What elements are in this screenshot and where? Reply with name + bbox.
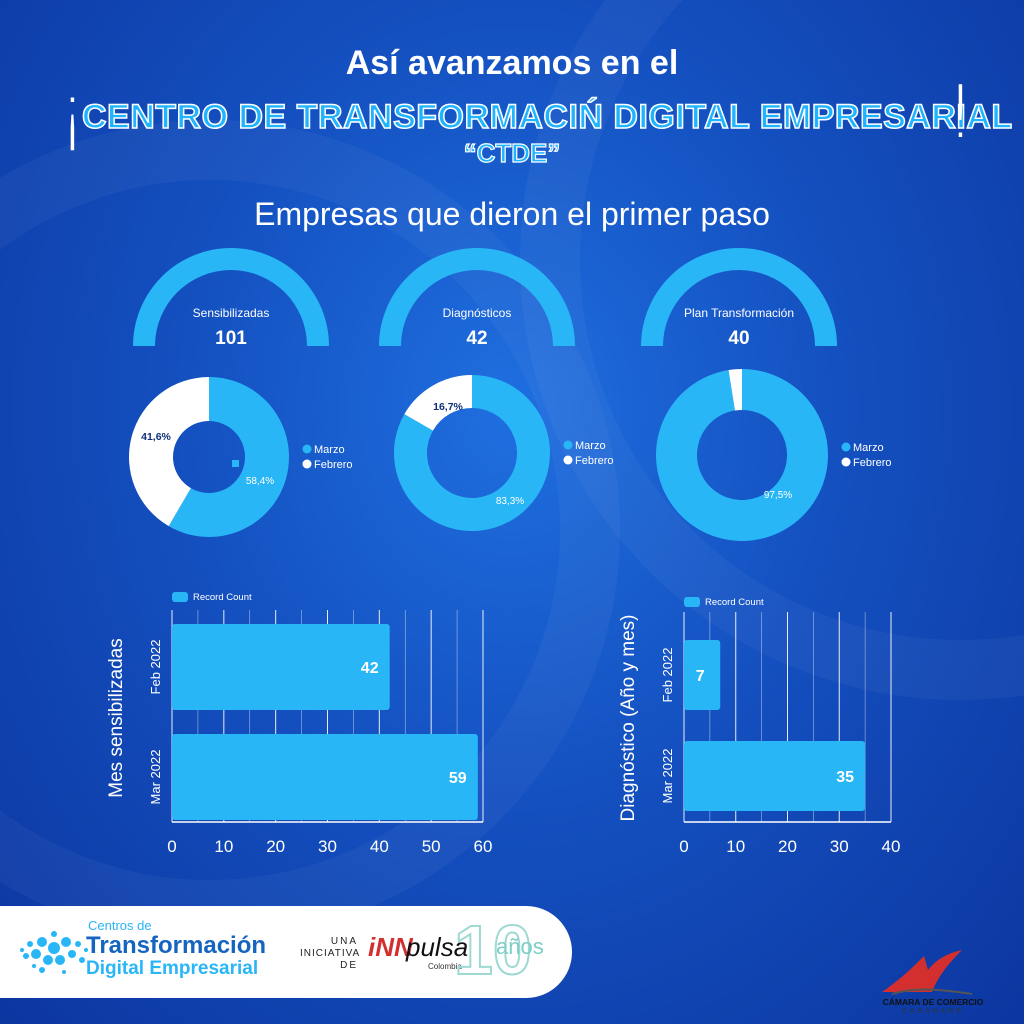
y-category-label: Feb 2022	[660, 648, 675, 703]
legend-label: Record Count	[705, 597, 764, 608]
legend-label: Febrero	[853, 457, 892, 469]
x-tick-label: 10	[214, 837, 233, 856]
legend-label: Febrero	[575, 455, 614, 467]
camara-logo-bird-icon	[882, 950, 973, 995]
bar	[684, 640, 721, 710]
bar	[172, 624, 390, 710]
y-axis-title: Diagnóstico (Año y mes)	[618, 615, 639, 822]
x-tick-label: 60	[474, 837, 493, 856]
iniciativa-label: INICIATIVA	[300, 948, 361, 959]
x-tick-label: 40	[370, 837, 389, 856]
x-tick-label: 30	[318, 837, 337, 856]
gauge-value: 40	[728, 328, 749, 349]
x-tick-label: 50	[422, 837, 441, 856]
gauge-arc	[133, 248, 329, 346]
innpulsa-logo-pulsa: pulsa	[406, 932, 469, 962]
legend-label: Febrero	[314, 459, 353, 471]
x-tick-label: 40	[882, 837, 901, 856]
close-exclamation: !	[946, 70, 975, 154]
legend-label: Marzo	[853, 442, 884, 454]
x-tick-label: 20	[266, 837, 285, 856]
pie-slice	[404, 375, 472, 431]
pie-slice	[168, 377, 289, 537]
pie-slice	[394, 375, 550, 532]
bar-value-label: 7	[696, 668, 705, 685]
gauge-label: Diagnósticos	[443, 306, 512, 320]
anniversary-word: años	[496, 934, 544, 959]
y-category-label: Mar 2022	[660, 749, 675, 804]
innpulsa-country: Colombia	[428, 962, 462, 971]
legend-label: Marzo	[575, 440, 606, 452]
bar	[172, 734, 478, 820]
legend-label: Marzo	[314, 444, 345, 456]
footer-panel: Centros de Transformación Digital Empres…	[0, 906, 572, 998]
legend-swatch	[172, 592, 188, 602]
innpulsa-logo-inn: iNN	[368, 932, 413, 962]
bar-value-label: 42	[361, 660, 379, 677]
pie-value-label: 58,4%	[246, 476, 274, 487]
bar-value-label: 59	[449, 770, 467, 787]
title-line2: CENTRO DE TRANSFORMACIŃ DIGITAL EMPRESAR…	[81, 97, 1013, 137]
camara-line1: CÁMARA DE COMERCIO	[882, 997, 984, 1007]
x-tick-label: 30	[830, 837, 849, 856]
title-line1: Así avanzamos en el	[345, 44, 679, 82]
x-tick-label: 0	[167, 837, 176, 856]
bar-value-label: 35	[836, 769, 854, 786]
pie-value-label: 83,3%	[496, 496, 524, 507]
legend-swatch	[563, 455, 573, 465]
de-label: DE	[340, 960, 358, 971]
legend-swatch	[302, 459, 312, 469]
ctde-logo-dots-icon	[20, 931, 88, 974]
legend-label: Record Count	[193, 592, 252, 603]
anniversary-number: 10	[453, 910, 533, 990]
open-exclamation: ¡	[58, 70, 87, 154]
x-tick-label: 20	[778, 837, 797, 856]
section-subtitle: Empresas que dieron el primer paso	[254, 196, 770, 232]
x-tick-label: 10	[726, 837, 745, 856]
ctde-line2: Transformación	[86, 932, 267, 959]
gauge-value: 42	[466, 328, 487, 349]
legend-swatch	[841, 442, 851, 452]
pie-slice	[129, 377, 209, 527]
pie-slice	[656, 369, 829, 541]
pie-value-label: 16,7%	[433, 401, 463, 413]
gauge-arc	[379, 248, 575, 346]
una-label: UNA	[330, 936, 358, 947]
marker-square	[232, 460, 239, 467]
pie-value-label: 41,6%	[141, 431, 171, 443]
y-category-label: Feb 2022	[148, 640, 163, 695]
pie-slice	[728, 369, 742, 411]
legend-swatch	[563, 440, 573, 450]
ctde-line1: Centros de	[88, 918, 152, 933]
x-tick-label: 0	[679, 837, 688, 856]
legend-swatch	[684, 597, 700, 607]
legend-swatch	[841, 457, 851, 467]
y-category-label: Mar 2022	[148, 750, 163, 805]
camara-line2: CASANARE	[901, 1008, 965, 1015]
gauge-label: Sensibilizadas	[193, 306, 270, 320]
bar	[684, 741, 866, 811]
gauge-value: 101	[215, 328, 247, 349]
ctde-line3: Digital Empresarial	[86, 958, 259, 979]
gauge-label: Plan Transformación	[684, 306, 794, 320]
y-axis-title: Mes sensibilizadas	[106, 638, 127, 797]
pie-value-label: 97,5%	[764, 490, 792, 501]
title-line3: “CTDE”	[463, 137, 561, 168]
gauge-arc	[641, 248, 837, 346]
legend-swatch	[302, 444, 312, 454]
